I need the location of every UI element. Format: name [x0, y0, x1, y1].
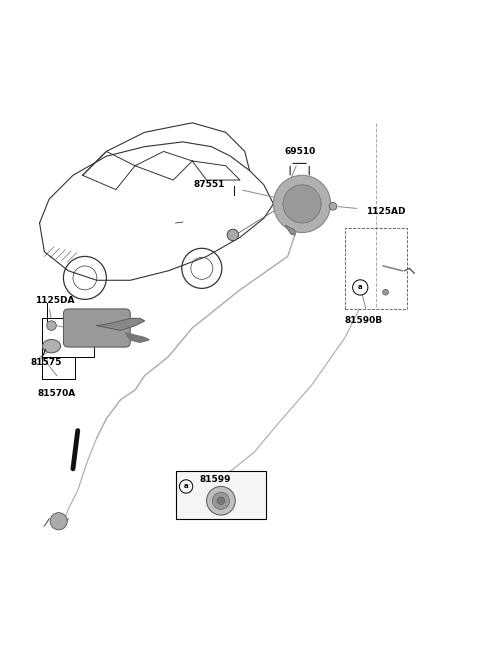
Ellipse shape [42, 339, 60, 353]
Text: 69510: 69510 [284, 147, 315, 156]
Circle shape [206, 487, 235, 515]
Text: 81590B: 81590B [344, 316, 382, 325]
Circle shape [47, 321, 56, 331]
Text: a: a [358, 285, 362, 291]
Text: 81575: 81575 [31, 358, 62, 367]
Polygon shape [285, 226, 295, 235]
Text: 87551: 87551 [193, 180, 225, 190]
Text: 81570A: 81570A [37, 388, 75, 398]
Circle shape [274, 175, 331, 233]
Polygon shape [125, 333, 149, 342]
Circle shape [227, 229, 239, 241]
Text: 1125DA: 1125DA [35, 296, 74, 305]
Polygon shape [97, 318, 144, 331]
Circle shape [50, 513, 67, 530]
Circle shape [329, 203, 337, 210]
Circle shape [212, 492, 229, 509]
FancyBboxPatch shape [63, 309, 130, 347]
Text: a: a [184, 483, 188, 489]
Circle shape [283, 185, 321, 223]
FancyBboxPatch shape [176, 471, 266, 519]
Circle shape [217, 497, 225, 504]
Circle shape [383, 289, 388, 295]
Text: 81599: 81599 [199, 475, 231, 483]
Text: 1125AD: 1125AD [366, 207, 406, 216]
